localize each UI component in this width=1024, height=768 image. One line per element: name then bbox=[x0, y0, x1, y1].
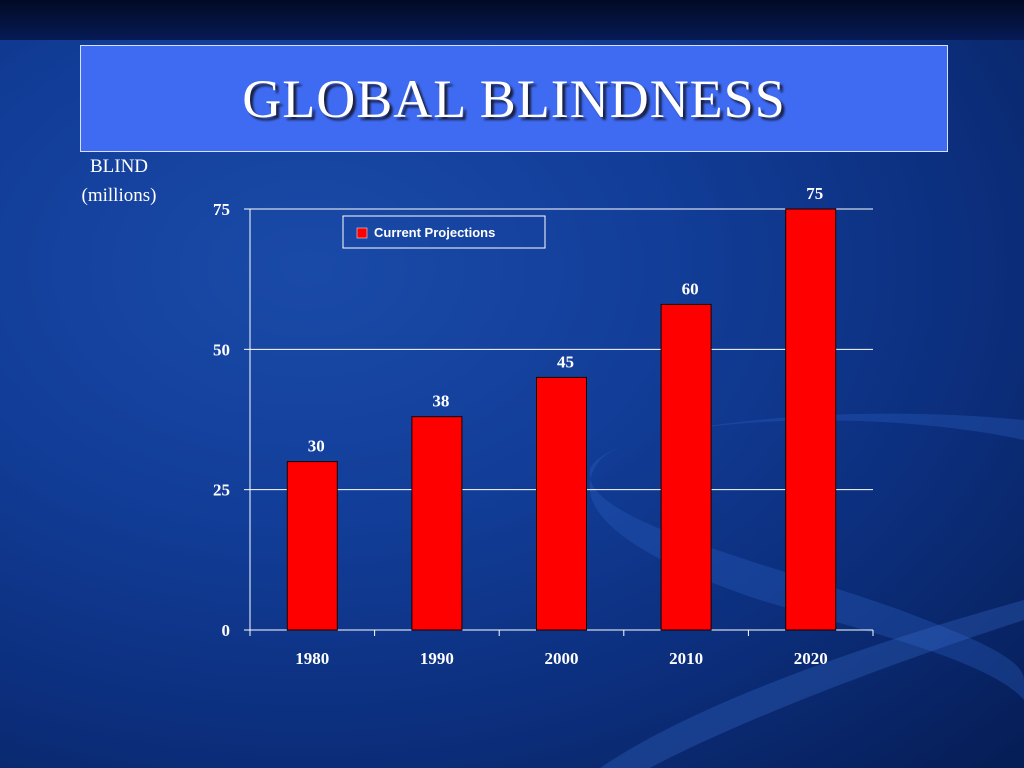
top-dark-band bbox=[0, 0, 1024, 40]
y-axis-label-line-2: (millions) bbox=[81, 185, 157, 206]
data-label: 30 bbox=[308, 437, 325, 456]
bar-2010 bbox=[660, 303, 712, 631]
data-label: 45 bbox=[557, 352, 574, 371]
legend-box bbox=[342, 215, 546, 249]
y-tick-label: 50 bbox=[213, 340, 230, 359]
bar-1980 bbox=[286, 461, 338, 631]
x-tick-label: 2010 bbox=[669, 649, 703, 668]
data-label: 60 bbox=[682, 279, 699, 298]
x-tick-label: 1990 bbox=[420, 649, 454, 668]
y-tick-label: 0 bbox=[222, 621, 231, 640]
legend: Current Projections bbox=[342, 215, 546, 249]
y-axis-label-line-1: BLIND bbox=[89, 156, 149, 177]
data-label: 75 bbox=[806, 184, 823, 203]
x-tick-label: 1980 bbox=[295, 649, 329, 668]
bar-2020 bbox=[785, 208, 837, 631]
bars bbox=[286, 208, 837, 631]
data-labels: 30 38 45 60 75 bbox=[308, 184, 823, 456]
y-axis-label: BLIND (millions) bbox=[62, 152, 176, 210]
y-tick-label: 25 bbox=[213, 481, 230, 500]
legend-entry: Current Projections bbox=[374, 225, 495, 240]
title-box: GLOBAL BLINDNESS bbox=[80, 45, 948, 152]
bar-1990 bbox=[411, 416, 463, 631]
x-tick-label: 2020 bbox=[794, 649, 828, 668]
y-tick-label: 75 bbox=[213, 200, 230, 219]
slide-title: GLOBAL BLINDNESS bbox=[242, 68, 786, 129]
legend-swatch bbox=[356, 227, 368, 239]
data-label: 38 bbox=[432, 392, 449, 411]
x-tick-label: 2000 bbox=[545, 649, 579, 668]
bar-2000 bbox=[536, 376, 587, 631]
